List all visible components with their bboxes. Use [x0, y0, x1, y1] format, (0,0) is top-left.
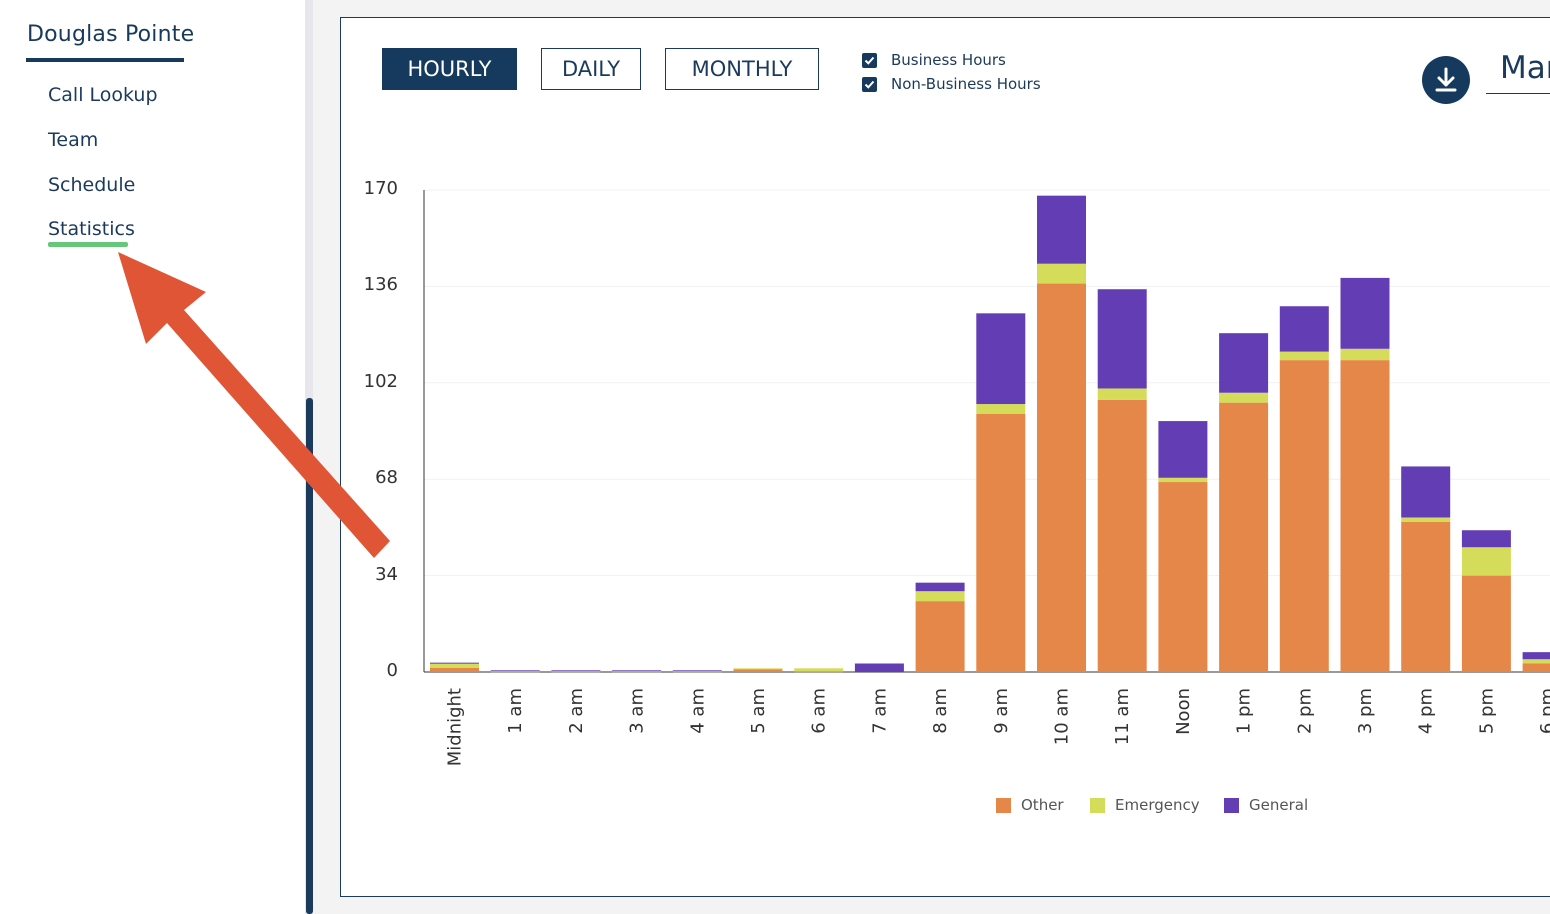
- statistics-panel: [340, 17, 1550, 897]
- y-tick-label: 102: [363, 370, 398, 392]
- tab-monthly[interactable]: MONTHLY: [665, 48, 819, 90]
- legend-emergency[interactable]: Emergency: [1090, 796, 1200, 814]
- month-selector-underline: [1486, 93, 1550, 94]
- y-tick-label: 136: [363, 274, 398, 296]
- month-selector[interactable]: Mar: [1500, 50, 1550, 86]
- y-tick-label: 170: [363, 178, 398, 199]
- legend-label: Other: [1021, 796, 1064, 814]
- legend-label: Emergency: [1115, 796, 1200, 814]
- legend-swatch: [996, 797, 1011, 813]
- brand-underline: [26, 58, 184, 62]
- filter-business-hours[interactable]: Business Hours: [862, 51, 1006, 69]
- tab-hourly[interactable]: HOURLY: [382, 48, 517, 90]
- y-tick-label: 0: [386, 660, 398, 681]
- scrollbar-thumb[interactable]: [306, 398, 313, 914]
- sidebar-item-schedule[interactable]: Schedule: [48, 174, 136, 196]
- tab-daily[interactable]: DAILY: [541, 48, 641, 90]
- sidebar-item-statistics[interactable]: Statistics: [48, 218, 135, 240]
- filter-label: Non-Business Hours: [891, 75, 1041, 93]
- download-button[interactable]: [1422, 56, 1470, 104]
- download-icon: [1435, 67, 1457, 92]
- legend-general[interactable]: General: [1224, 796, 1308, 814]
- legend-swatch: [1224, 797, 1239, 813]
- y-tick-label: 34: [375, 563, 398, 585]
- checkbox-checked-icon[interactable]: [862, 76, 877, 92]
- checkbox-checked-icon[interactable]: [862, 52, 877, 68]
- sidebar: Douglas Pointe Call Lookup Team Schedule…: [0, 0, 305, 914]
- sidebar-item-team[interactable]: Team: [48, 129, 99, 151]
- y-tick-label: 68: [375, 467, 398, 489]
- brand-title[interactable]: Douglas Pointe: [27, 22, 195, 47]
- legend-label: General: [1249, 796, 1309, 814]
- active-nav-underline: [48, 242, 128, 247]
- filter-label: Business Hours: [891, 51, 1006, 69]
- legend-other[interactable]: Other: [996, 796, 1064, 814]
- sidebar-item-call-lookup[interactable]: Call Lookup: [48, 84, 158, 106]
- legend-swatch: [1090, 797, 1105, 813]
- filter-non-business-hours[interactable]: Non-Business Hours: [862, 75, 1041, 93]
